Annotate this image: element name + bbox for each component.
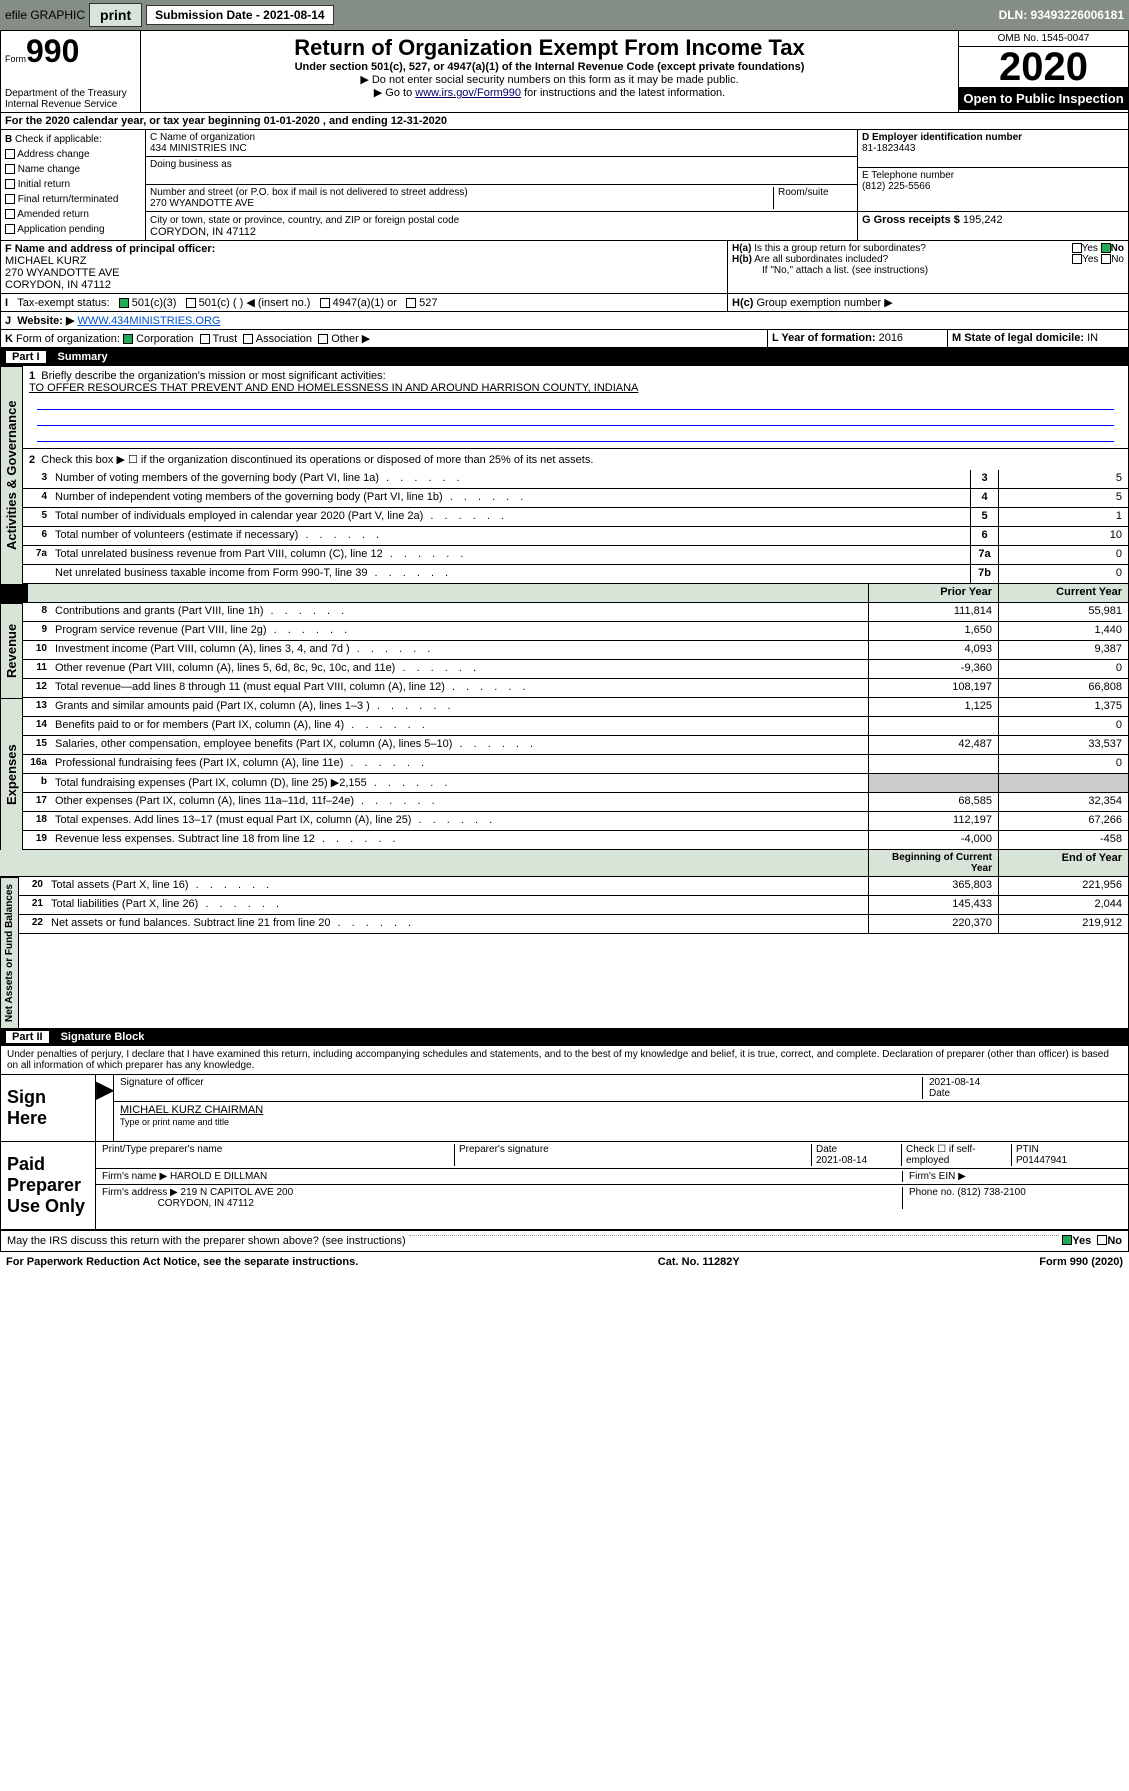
year-formation: 2016 xyxy=(879,332,903,344)
vlabel-revenue: Revenue xyxy=(0,603,23,698)
table-row: 22Net assets or fund balances. Subtract … xyxy=(19,915,1128,934)
part2-header: Part IISignature Block xyxy=(0,1028,1129,1046)
table-row: bTotal fundraising expenses (Part IX, co… xyxy=(23,774,1128,793)
open-inspection: Open to Public Inspection xyxy=(959,87,1128,110)
ein-label: D Employer identification number xyxy=(862,132,1022,143)
cb-amended: Amended return xyxy=(5,207,141,222)
table-row: 19Revenue less expenses. Subtract line 1… xyxy=(23,831,1128,850)
ein: 81-1823443 xyxy=(862,143,915,154)
city: CORYDON, IN 47112 xyxy=(150,226,256,238)
room-label: Room/suite xyxy=(773,187,853,209)
phone-label: E Telephone number xyxy=(862,170,954,181)
addr-label: Number and street (or P.O. box if mail i… xyxy=(150,187,468,198)
gross-receipts: 195,242 xyxy=(963,214,1003,226)
table-row: 12Total revenue—add lines 8 through 11 (… xyxy=(23,679,1128,698)
firm-address: 219 N CAPITOL AVE 200 xyxy=(181,1187,294,1198)
submission-date: Submission Date - 2021-08-14 xyxy=(146,5,333,25)
officer: MICHAEL KURZ 270 WYANDOTTE AVE CORYDON, … xyxy=(5,255,120,291)
website-link[interactable]: WWW.434MINISTRIES.ORG xyxy=(77,315,220,327)
table-row: 21Total liabilities (Part X, line 26) . … xyxy=(19,896,1128,915)
table-row: 9Program service revenue (Part VIII, lin… xyxy=(23,622,1128,641)
table-row: 4Number of independent voting members of… xyxy=(23,489,1128,508)
city-label: City or town, state or province, country… xyxy=(150,215,459,226)
state-domicile: IN xyxy=(1087,332,1098,344)
instructions-link[interactable]: www.irs.gov/Form990 xyxy=(415,87,521,99)
officer-label: F Name and address of principal officer: xyxy=(5,243,215,255)
table-row: 11Other revenue (Part VIII, column (A), … xyxy=(23,660,1128,679)
ptin: P01447941 xyxy=(1016,1155,1067,1166)
table-row: Net unrelated business taxable income fr… xyxy=(23,565,1128,584)
efile-label: efile GRAPHIC xyxy=(5,8,85,22)
cb-final: Final return/terminated xyxy=(5,192,141,207)
dln: DLN: 93493226006181 xyxy=(999,8,1124,22)
table-row: 10Investment income (Part VIII, column (… xyxy=(23,641,1128,660)
pra-notice: For Paperwork Reduction Act Notice, see … xyxy=(6,1256,358,1268)
paid-preparer-label: Paid Preparer Use Only xyxy=(1,1142,96,1229)
cb-initial: Initial return xyxy=(5,177,141,192)
street-address: 270 WYANDOTTE AVE xyxy=(150,198,254,209)
gross-label: G Gross receipts $ xyxy=(862,214,960,226)
form-title: Return of Organization Exempt From Incom… xyxy=(149,35,950,61)
vlabel-expenses: Expenses xyxy=(0,698,23,850)
table-row: 15Salaries, other compensation, employee… xyxy=(23,736,1128,755)
print-button[interactable]: print xyxy=(89,3,142,27)
officer-name: MICHAEL KURZ CHAIRMAN xyxy=(120,1104,263,1116)
table-row: 7aTotal unrelated business revenue from … xyxy=(23,546,1128,565)
dba-label: Doing business as xyxy=(150,159,232,170)
table-row: 8Contributions and grants (Part VIII, li… xyxy=(23,603,1128,622)
toolbar: efile GRAPHIC print Submission Date - 20… xyxy=(0,0,1129,30)
table-row: 13Grants and similar amounts paid (Part … xyxy=(23,698,1128,717)
form-number: 990 xyxy=(26,33,79,69)
phone: (812) 225-5566 xyxy=(862,181,930,192)
tax-year: 2020 xyxy=(959,47,1128,87)
table-row: 14Benefits paid to or for members (Part … xyxy=(23,717,1128,736)
line-a: For the 2020 calendar year, or tax year … xyxy=(1,113,1128,129)
cb-address: Address change xyxy=(5,147,141,162)
vlabel-balances: Net Assets or Fund Balances xyxy=(0,877,19,1028)
table-row: 16aProfessional fundraising fees (Part I… xyxy=(23,755,1128,774)
cb-pending: Application pending xyxy=(5,222,141,237)
table-row: 6Total number of volunteers (estimate if… xyxy=(23,527,1128,546)
form-footer: Form 990 (2020) xyxy=(1039,1256,1123,1268)
table-row: 17Other expenses (Part IX, column (A), l… xyxy=(23,793,1128,812)
subtitle-1: Under section 501(c), 527, or 4947(a)(1)… xyxy=(149,61,950,73)
vlabel-governance: Activities & Governance xyxy=(0,366,23,584)
org-name: 434 MINISTRIES INC xyxy=(150,143,247,154)
form-prefix: Form xyxy=(5,54,26,64)
mission: TO OFFER RESOURCES THAT PREVENT AND END … xyxy=(29,382,1122,394)
firm-phone: (812) 738-2100 xyxy=(957,1187,1025,1198)
org-name-label: C Name of organization xyxy=(150,132,255,143)
sign-here-label: Sign Here xyxy=(1,1075,96,1141)
table-row: 3Number of voting members of the governi… xyxy=(23,470,1128,489)
table-row: 20Total assets (Part X, line 16) . . . .… xyxy=(19,877,1128,896)
dept: Department of the Treasury Internal Reve… xyxy=(5,70,136,110)
table-row: 5Total number of individuals employed in… xyxy=(23,508,1128,527)
firm-name: HAROLD E DILLMAN xyxy=(170,1171,267,1182)
cb-name: Name change xyxy=(5,162,141,177)
perjury-text: Under penalties of perjury, I declare th… xyxy=(0,1046,1129,1075)
section-b: B Check if applicable: Address change Na… xyxy=(1,130,146,240)
table-row: 18Total expenses. Add lines 13–17 (must … xyxy=(23,812,1128,831)
form-header: Form990 Department of the Treasury Inter… xyxy=(0,30,1129,113)
cat-no: Cat. No. 11282Y xyxy=(658,1256,740,1268)
subtitle-2: ▶ Do not enter social security numbers o… xyxy=(149,73,950,86)
sign-date: 2021-08-14 xyxy=(929,1077,980,1088)
part1-header: Part ISummary xyxy=(0,348,1129,366)
